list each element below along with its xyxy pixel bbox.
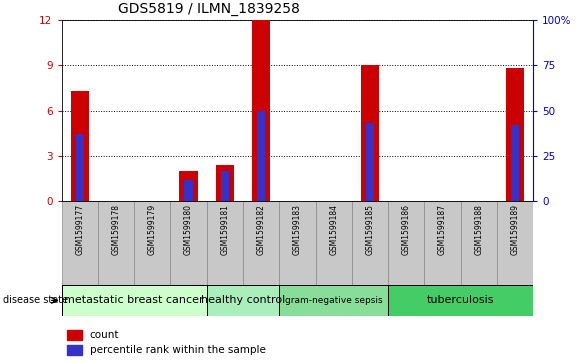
Text: GDS5819 / ILMN_1839258: GDS5819 / ILMN_1839258 xyxy=(118,2,300,16)
Bar xyxy=(62,201,98,285)
Bar xyxy=(497,201,533,285)
Bar xyxy=(62,285,207,316)
Bar xyxy=(134,201,171,285)
Bar xyxy=(361,65,379,201)
Bar xyxy=(461,201,497,285)
Bar xyxy=(424,201,461,285)
Text: disease state: disease state xyxy=(3,295,68,305)
Bar xyxy=(98,201,134,285)
Bar xyxy=(315,201,352,285)
Bar xyxy=(207,201,243,285)
Bar xyxy=(506,68,524,201)
Text: GSM1599182: GSM1599182 xyxy=(257,204,265,255)
Text: percentile rank within the sample: percentile rank within the sample xyxy=(90,345,265,355)
Bar xyxy=(221,171,229,201)
Text: GSM1599178: GSM1599178 xyxy=(111,204,121,255)
Bar xyxy=(280,201,315,285)
Bar xyxy=(280,285,388,316)
Bar xyxy=(511,125,519,201)
Text: GSM1599179: GSM1599179 xyxy=(148,204,156,255)
Text: GSM1599189: GSM1599189 xyxy=(510,204,520,255)
Text: GSM1599177: GSM1599177 xyxy=(75,204,84,255)
Bar xyxy=(67,330,81,340)
Bar xyxy=(243,201,280,285)
Bar xyxy=(216,165,234,201)
Bar xyxy=(388,285,533,316)
Text: GSM1599188: GSM1599188 xyxy=(474,204,483,255)
Text: count: count xyxy=(90,330,120,340)
Bar xyxy=(257,111,265,201)
Text: GSM1599181: GSM1599181 xyxy=(220,204,229,255)
Bar xyxy=(67,345,81,355)
Bar xyxy=(171,201,207,285)
Text: GSM1599187: GSM1599187 xyxy=(438,204,447,255)
Bar xyxy=(252,20,270,201)
Bar xyxy=(76,134,84,201)
Bar xyxy=(185,180,193,201)
Bar xyxy=(70,91,88,201)
Text: gram-negative sepsis: gram-negative sepsis xyxy=(285,296,383,305)
Text: GSM1599180: GSM1599180 xyxy=(184,204,193,255)
Bar xyxy=(388,201,424,285)
Bar xyxy=(207,285,280,316)
Bar xyxy=(179,171,197,201)
Text: GSM1599183: GSM1599183 xyxy=(293,204,302,255)
Text: tuberculosis: tuberculosis xyxy=(427,295,495,305)
Text: healthy control: healthy control xyxy=(201,295,285,305)
Bar xyxy=(352,201,388,285)
Text: metastatic breast cancer: metastatic breast cancer xyxy=(64,295,204,305)
Text: GSM1599185: GSM1599185 xyxy=(366,204,374,255)
Text: GSM1599184: GSM1599184 xyxy=(329,204,338,255)
Bar xyxy=(366,123,374,201)
Text: GSM1599186: GSM1599186 xyxy=(402,204,411,255)
